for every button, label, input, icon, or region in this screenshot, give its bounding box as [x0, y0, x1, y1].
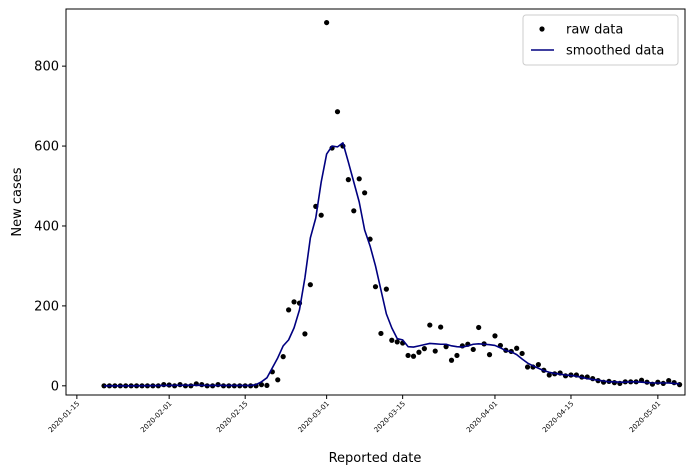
raw-data-point [378, 330, 384, 337]
raw-data-point [676, 382, 683, 388]
y-tick-label: 800 [34, 60, 59, 75]
raw-data-point [351, 208, 357, 214]
y-axis: 0 200 400 600 800 [34, 60, 66, 394]
raw-data-point [362, 190, 368, 196]
raw-data-point [524, 364, 531, 370]
raw-data-point [345, 177, 351, 183]
x-axis-title: Reported date [329, 451, 422, 466]
raw-data-point [421, 346, 427, 352]
raw-data-point [432, 348, 438, 354]
raw-data-point [291, 299, 297, 305]
raw-data-point [410, 353, 417, 359]
raw-data-point [535, 362, 541, 368]
legend-label-smoothed: smoothed data [566, 44, 664, 59]
raw-data-point [394, 339, 400, 345]
raw-data-point [334, 109, 341, 115]
raw-data-point [438, 324, 444, 330]
raw-data-point [546, 372, 552, 378]
raw-data-point [486, 352, 493, 358]
y-tick-label: 600 [34, 140, 59, 155]
raw-data-point [280, 354, 286, 360]
raw-data-point [324, 19, 330, 26]
raw-data-point [215, 382, 221, 388]
raw-data-point [655, 379, 661, 385]
legend-label-raw: raw data [566, 23, 623, 38]
raw-data-point [161, 382, 167, 388]
raw-data-point [519, 350, 525, 357]
raw-data-point [318, 212, 324, 218]
raw-data-point [492, 333, 498, 339]
plot-layer [101, 19, 683, 389]
raw-data-point [448, 357, 455, 363]
raw-data-point [356, 176, 362, 182]
raw-data-point [389, 337, 395, 343]
raw-data-point [275, 377, 281, 383]
raw-data-point [264, 382, 270, 389]
y-tick-label: 400 [34, 219, 59, 234]
raw-data-point [302, 331, 308, 337]
legend-box [522, 14, 679, 66]
y-axis-title: New cases [10, 167, 25, 236]
raw-data-point [416, 349, 422, 355]
raw-data-point [405, 352, 411, 359]
plot-frame [65, 8, 686, 396]
raw-data-point [372, 284, 379, 290]
raw-data-point [666, 378, 672, 384]
raw-data-point [476, 324, 482, 331]
legend-marker-raw [539, 26, 545, 32]
raw-data-point [383, 286, 389, 292]
raw-data-point [307, 282, 313, 288]
raw-data-point [427, 322, 433, 328]
smoothed-data-line [104, 142, 680, 387]
y-tick-label: 200 [34, 299, 59, 314]
raw-data-point [514, 345, 520, 351]
raw-data-point [454, 352, 460, 359]
legend: raw data smoothed data [522, 14, 679, 66]
y-tick-label: 0 [51, 379, 59, 394]
raw-data-point [470, 346, 476, 353]
raw-data-point [286, 307, 292, 313]
